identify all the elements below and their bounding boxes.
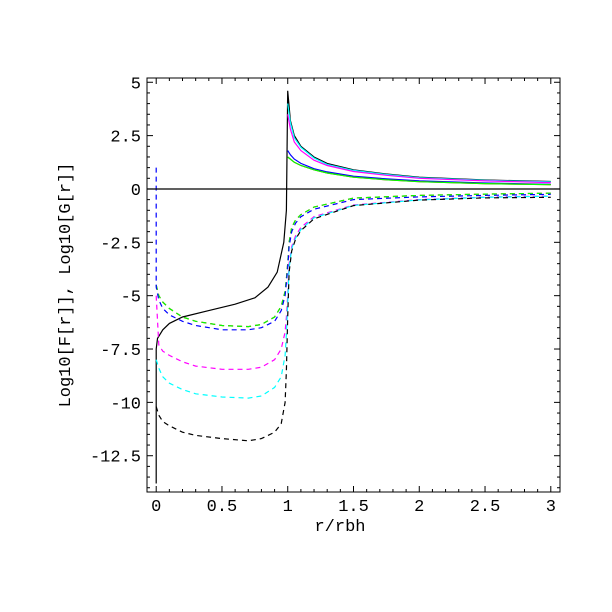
series-line-9 (155, 195, 551, 370)
x-tick-label: 0 (151, 498, 161, 517)
x-tick-label: 0.5 (207, 498, 238, 517)
plot-curves (155, 90, 551, 484)
x-axis-label: r/rbh (314, 518, 365, 537)
y-tick-label: 2.5 (110, 129, 141, 148)
y-tick-label: -7.5 (100, 342, 141, 361)
plot-frame (146, 77, 561, 493)
series-line-5 (287, 156, 551, 186)
x-tick-label: 1.5 (338, 498, 369, 517)
series-line-8 (155, 167, 551, 331)
y-tick-label: -10 (110, 395, 141, 414)
y-tick-label: -2.5 (100, 235, 141, 254)
series-line-10 (155, 195, 551, 399)
y-tick-labels: 5 2.5 0 -2.5 -5 -7.5 -10 -12.5 (90, 75, 141, 467)
series-line-3 (287, 150, 551, 185)
x-tick-label: 3 (546, 498, 556, 517)
y-tick-label: -5 (121, 289, 141, 308)
y-tick-label: 0 (131, 182, 141, 201)
x-tick-label: 2 (414, 498, 424, 517)
series-line-7 (155, 192, 551, 328)
series-line-0 (155, 90, 551, 484)
y-axis-label: Log10[F[r]], Log10[G[r]] (57, 163, 76, 408)
series-line-11 (155, 196, 551, 442)
y-tick-label: -12.5 (90, 449, 141, 468)
x-tick-label: 2.5 (470, 498, 501, 517)
series-line-6 (155, 192, 551, 328)
series-line-1 (287, 103, 551, 183)
axis-ticks (147, 78, 560, 492)
x-tick-labels: 0 0.5 1 1.5 2 2.5 3 (151, 498, 556, 517)
y-tick-label: 5 (131, 75, 141, 94)
series-line-2 (287, 114, 551, 184)
x-tick-label: 1 (283, 498, 293, 517)
